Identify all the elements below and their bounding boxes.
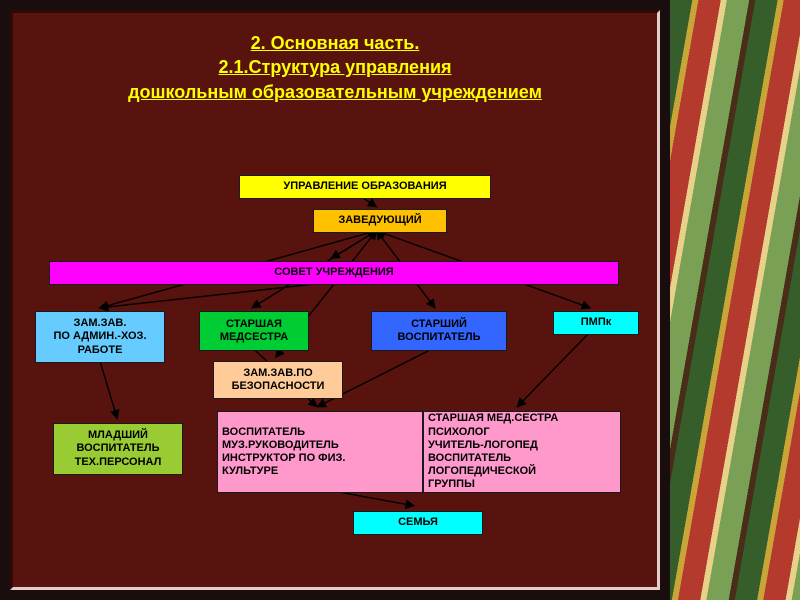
node-n1: УПРАВЛЕНИЕ ОБРАЗОВАНИЯ: [239, 175, 491, 199]
node-n4: ЗАМ.ЗАВ.ПО АДМИН.-ХОЗ.РАБОТЕ: [35, 311, 165, 363]
node-n5: СТАРШАЯМЕДСЕСТРА: [199, 311, 309, 351]
decorative-side-strip: [670, 0, 800, 600]
node-n6: СТАРШИЙВОСПИТАТЕЛЬ: [371, 311, 507, 351]
node-n12: СЕМЬЯ: [353, 511, 483, 535]
node-n11: СТАРШАЯ МЕД.СЕСТРАПСИХОЛОГ УЧИТЕЛЬ-ЛОГОП…: [423, 411, 621, 493]
node-n7: ПМПк: [553, 311, 639, 335]
org-chart: УПРАВЛЕНИЕ ОБРАЗОВАНИЯ ЗАВЕДУЮЩИЙ СОВЕТ УЧ…: [13, 13, 657, 587]
node-n2: ЗАВЕДУЮЩИЙ: [313, 209, 447, 233]
node-n3: СОВЕТ УЧРЕЖДЕНИЯ: [49, 261, 619, 285]
stage: 2. Основная часть. 2.1.Структура управле…: [0, 0, 800, 600]
edges-layer: [13, 13, 657, 587]
node-n10: ВОСПИТАТЕЛЬМУЗ.РУКОВОДИТЕЛЬИНСТРУКТОР ПО…: [217, 411, 423, 493]
main-panel: 2. Основная часть. 2.1.Структура управле…: [10, 10, 660, 590]
node-n8: ЗАМ.ЗАВ.ПОБЕЗОПАСНОСТИ: [213, 361, 343, 399]
node-n9: МЛАДШИЙВОСПИТАТЕЛЬТЕХ.ПЕРСОНАЛ: [53, 423, 183, 475]
